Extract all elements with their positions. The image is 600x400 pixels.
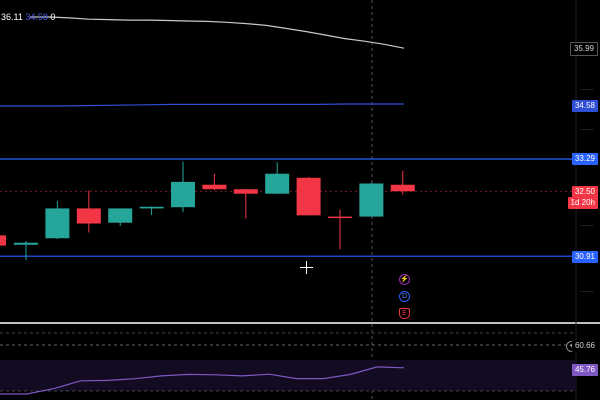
candle-body-13 [390, 184, 415, 192]
legend-value-1: 36.11 [1, 12, 23, 22]
legend-value-2: 34.58 [25, 12, 48, 22]
candle-body-0 [0, 235, 6, 246]
candle-body-2 [45, 208, 70, 239]
crosshair-cursor-v [306, 261, 307, 274]
candle-body-7 [202, 184, 227, 190]
upper-line-price-tag: 33.29 [571, 153, 598, 165]
ma-white-price-tag: 35.99 [569, 42, 598, 56]
candle-body-6 [171, 181, 195, 208]
candle-body-11 [328, 216, 352, 219]
rsi-band [0, 360, 576, 391]
candle-body-1 [14, 242, 38, 245]
last-price-tag: 32.50 [571, 186, 598, 198]
lightning-event-icon[interactable]: ⚡ [399, 274, 410, 285]
faint-axis-tick-1: —— [580, 86, 594, 93]
rsi-line [0, 366, 405, 395]
countdown-tag: 1d 20h [567, 197, 598, 209]
candle-body-3 [76, 208, 101, 224]
legend-value-3: 0 [50, 12, 56, 22]
dividend-event-icon[interactable]: D [399, 291, 410, 302]
lower-line-price-tag: 30.91 [571, 251, 598, 263]
candle-body-9 [265, 173, 290, 194]
ma-white-line [30, 16, 405, 49]
price-pane[interactable] [0, 0, 576, 400]
faint-axis-tick-2: —— [580, 126, 594, 133]
earnings-event-icon[interactable]: E [399, 308, 410, 319]
rsi-level-tag: 60.66 [571, 340, 598, 352]
ma-blue-price-tag: 34.58 [571, 100, 598, 112]
rsi-value-tag: 45.76 [571, 364, 598, 376]
candle-body-5 [139, 206, 164, 209]
candle-body-12 [359, 183, 384, 217]
faint-axis-tick-3: —— [580, 222, 594, 229]
candle-body-10 [296, 177, 321, 216]
ma-blue-line [0, 103, 404, 107]
legend: 36.11 34.58 0 [1, 12, 55, 22]
candle-body-4 [108, 208, 133, 223]
faint-axis-tick-4: —— [580, 288, 594, 295]
candle-body-8 [233, 189, 258, 194]
